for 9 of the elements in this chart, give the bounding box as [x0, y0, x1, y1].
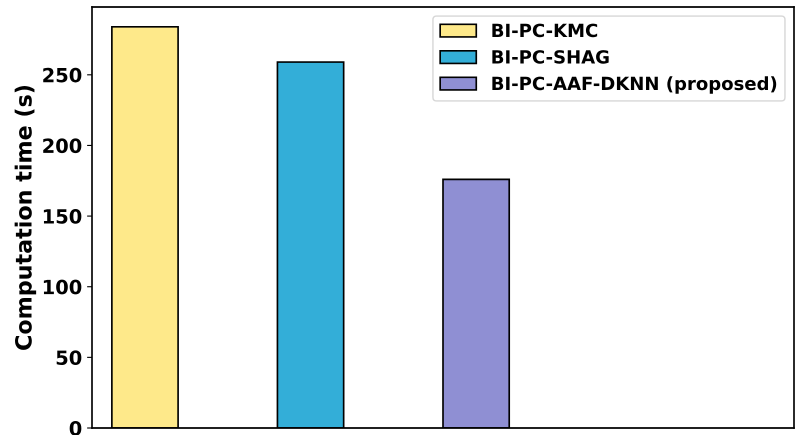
y-tick-label: 200	[43, 138, 82, 154]
legend-label: BI-PC-AAF-DKNN (proposed)	[492, 76, 776, 94]
y-axis-title: Computation time (s)	[14, 86, 36, 350]
y-tick-label: 50	[56, 350, 82, 366]
y-tick-label: 150	[44, 209, 82, 224]
y-tick-label: 100	[44, 280, 82, 294]
legend-label: BI-PC-KMC	[492, 24, 598, 38]
legend-label: BI-PC-SHAG	[492, 50, 609, 64]
y-tick-label: 250	[43, 68, 82, 82]
